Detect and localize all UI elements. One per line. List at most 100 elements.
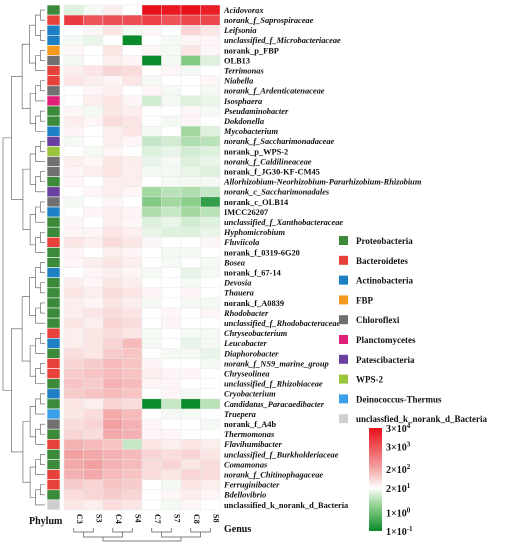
- heatmap-cell: [141, 368, 162, 379]
- row-label: norank_f_Chitinophagaceae: [224, 471, 323, 480]
- column-dendrogram-branch: [190, 528, 211, 533]
- heatmap-cell: [141, 418, 162, 430]
- row-label: Diaphorobacter: [223, 349, 279, 358]
- heatmap-cell: [180, 408, 201, 420]
- phylum-swatch-row: [46, 247, 61, 258]
- heatmap-cell: [141, 55, 162, 66]
- legend-entry: FBP: [356, 295, 374, 305]
- phylum-swatch-row: [46, 136, 61, 147]
- heatmap-cell: [122, 317, 143, 329]
- heatmap-cell: [122, 115, 143, 127]
- heatmap-cell: [141, 429, 162, 440]
- heatmap-cell: [161, 317, 182, 329]
- heatmap-cell: [83, 196, 104, 208]
- heatmap-cell: [83, 257, 104, 268]
- heatmap-cell: [102, 35, 123, 46]
- heatmap-cell: [122, 105, 143, 117]
- legend-swatch: [339, 394, 348, 404]
- phylum-swatch-row: [46, 408, 61, 420]
- phylum-swatch-row: [46, 226, 61, 238]
- row-label: norank_f_0319-6G20: [224, 248, 300, 257]
- heatmap-cell: [122, 125, 143, 137]
- row-label: norank_p_WPS-2: [224, 147, 288, 156]
- heatmap-cell: [63, 146, 84, 157]
- heatmap-cell: [102, 196, 123, 208]
- heatmap-cell: [200, 439, 221, 450]
- heatmap-cell: [200, 418, 221, 430]
- heatmap-cell: [141, 469, 162, 480]
- phylum-swatch-row: [46, 287, 61, 299]
- heatmap-cell: [83, 439, 104, 450]
- phylum-swatch-row: [46, 489, 61, 501]
- heatmap-cell: [200, 307, 221, 319]
- heatmap-cell: [161, 479, 182, 491]
- heatmap-cell: [141, 146, 162, 157]
- heatmap-cell: [161, 247, 182, 258]
- heatmap-cell: [102, 85, 123, 97]
- heatmap-cell: [102, 125, 123, 137]
- heatmap-cell: [122, 499, 143, 511]
- heatmap-cell: [200, 25, 221, 36]
- phylum-swatch-row: [46, 267, 61, 279]
- phylum-swatch-row: [46, 237, 61, 248]
- column-dendrogram-branch: [151, 528, 172, 533]
- phylum-swatch-row: [46, 388, 61, 400]
- row-dendrogram-branch: [2, 137, 12, 391]
- heatmap-cell: [63, 257, 84, 268]
- heatmap-cell: [180, 307, 201, 319]
- heatmap-cell: [180, 186, 201, 198]
- heatmap-cell: [180, 499, 201, 511]
- heatmap-cell: [83, 226, 104, 238]
- color-scale-bar: [369, 428, 382, 531]
- row-dendrogram-branch: [40, 80, 45, 92]
- phylum-swatch-row: [46, 418, 61, 430]
- heatmap-cell: [63, 166, 84, 177]
- heatmap-cell: [122, 418, 143, 430]
- heatmap-cell: [63, 469, 84, 480]
- heatmap-cell: [102, 95, 123, 107]
- row-label: Cryobacterium: [224, 390, 276, 399]
- heatmap-cell: [141, 125, 162, 137]
- heatmap-cell: [141, 4, 162, 16]
- heatmap-cell: [83, 216, 104, 228]
- heatmap-cell: [180, 267, 201, 278]
- row-label: norank_f_JG30-KF-CM45: [224, 168, 320, 177]
- heatmap-cell: [161, 307, 182, 319]
- phylum-swatch-row: [46, 206, 61, 218]
- heatmap-cell: [141, 499, 162, 511]
- heatmap-cell: [83, 176, 104, 187]
- heatmap-cell: [141, 439, 162, 450]
- heatmap-cell: [161, 277, 182, 289]
- phylum-swatch-row: [46, 186, 61, 198]
- heatmap-cell: [63, 25, 84, 36]
- heatmap-cell: [180, 176, 201, 187]
- heatmap-cell: [141, 176, 162, 187]
- heatmap-cell: [141, 206, 162, 218]
- row-labels: Acidovoraxnorank_f_SaprospiraceaeLeifson…: [223, 6, 422, 510]
- heatmap-cell: [180, 479, 201, 491]
- heatmap-cell: [102, 307, 123, 319]
- row-dendrogram-branch: [21, 296, 31, 362]
- heatmap-cell: [63, 267, 84, 278]
- row-label: unclassified_f_Xanthobacteraceae: [224, 218, 343, 227]
- heatmap-cell: [200, 479, 221, 491]
- row-dendrogram-branch: [11, 76, 23, 200]
- heatmap-cell: [122, 287, 143, 299]
- heatmap-cell: [122, 257, 143, 268]
- column-dendrogram-branch: [112, 528, 133, 533]
- heatmap-cell: [180, 136, 201, 147]
- heatmap-cell: [141, 166, 162, 177]
- heatmap-cell: [200, 176, 221, 187]
- heatmap-cell: [83, 115, 104, 127]
- heatmap-cell: [63, 439, 84, 450]
- phylum-swatch-row: [46, 358, 61, 369]
- heatmap-cell: [83, 267, 104, 278]
- heatmap-cell: [161, 489, 182, 501]
- row-dendrogram-branch: [35, 267, 41, 289]
- phylum-swatch-row: [46, 459, 61, 470]
- color-scale-label: 1×10-1: [386, 525, 413, 538]
- heatmap-cell: [83, 499, 104, 511]
- heatmap-cell: [180, 105, 201, 117]
- heatmap-cell: [180, 388, 201, 400]
- heatmap-cell: [161, 75, 182, 86]
